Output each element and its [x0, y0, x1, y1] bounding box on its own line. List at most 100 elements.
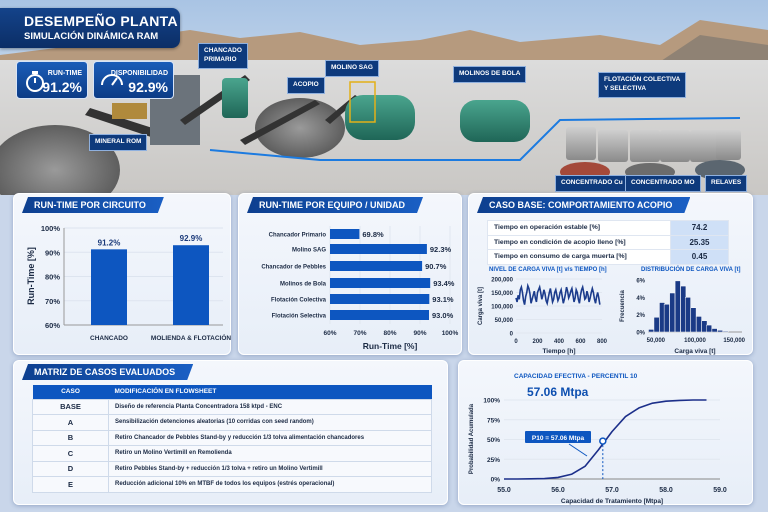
x-tick-label: 600	[575, 339, 586, 345]
label-concentrado-mo: CONCENTRADO MO	[625, 175, 701, 192]
bar-value-label: 93.1%	[432, 295, 454, 304]
y-tick-label: Molino SAG	[292, 248, 326, 254]
annotation-box	[525, 431, 591, 443]
label-acopio: ACOPIO	[287, 77, 325, 94]
x-tick-label: 70%	[353, 330, 366, 337]
x-axis-label: Tiempo [h]	[542, 348, 575, 355]
histogram-bar	[711, 328, 718, 333]
y-axis-label: Run-Time [%]	[26, 247, 36, 305]
y-tick-label: Molinos de Bola	[280, 282, 327, 288]
y-tick-label: 6%	[636, 279, 645, 285]
table-row: B Retiro Chancador de Pebbles Stand-by y …	[32, 429, 432, 446]
y-tick-label: 200,000	[491, 278, 513, 284]
panel-title: RUN-TIME POR CIRCUITO	[22, 197, 164, 213]
label-concentrado-cu: CONCENTRADO Cu	[555, 175, 629, 192]
y-tick-label: 2%	[636, 313, 645, 319]
ball-mill	[460, 100, 530, 142]
cases-matrix-table: CASO MODIFICACIÓN EN FLOWSHEET BASE Diseño…	[32, 385, 432, 493]
y-tick-label: Flotación Selectiva	[272, 314, 327, 320]
table-row: C Retiro un Molino Vertimill en Remoliend…	[32, 445, 432, 462]
case-id: E	[32, 476, 109, 493]
live-load-chart: NIVEL DE CARGA VIVA [t] v/s TIEMPO [h] 0 5…	[478, 265, 746, 355]
y-tick-label: 4%	[636, 296, 645, 302]
title-banner: DESEMPEÑO PLANTA SIMULACIÓN DINÁMICA RAM	[0, 8, 180, 48]
x-tick-label: 80%	[383, 330, 396, 337]
case-id: D	[32, 460, 109, 477]
y-tick-label: Chancador Primario	[269, 233, 327, 239]
case-description: Reducción adicional 10% en MTBF de todos…	[108, 476, 432, 493]
case-description: Retiro un Molino Vertimill en Remolienda	[108, 445, 432, 462]
x-tick-label: 400	[554, 339, 565, 345]
label-chancado-primario: CHANCADO PRIMARIO	[198, 43, 248, 69]
acopio-table: Tiempo en operación estable [%] 74.2 Tiem…	[487, 220, 729, 265]
label-molino-sag: MOLINO SAG	[325, 60, 379, 77]
kpi-value: 91.2%	[42, 79, 82, 95]
headline-value: 57.06 Mtpa	[527, 385, 589, 399]
x-tick-label: 58.0	[659, 487, 673, 494]
y-tick-label: 0%	[636, 331, 645, 337]
p10-marker	[599, 437, 607, 445]
y-tick-label: Chancador de Pebbles	[261, 265, 326, 271]
y-tick-label: 90%	[45, 248, 60, 257]
panel-matriz: MATRIZ DE CASOS EVALUADOS CASO MODIFICACI…	[13, 360, 448, 505]
y-axis-label: Frecuencia	[620, 289, 626, 321]
x-axis-label: Run-Time [%]	[363, 341, 418, 351]
bar-value-label: 92.3%	[430, 245, 452, 254]
y-tick-label: 0	[510, 332, 514, 338]
bar	[91, 249, 127, 325]
kpi-run-time: RUN-TIME 91.2%	[16, 61, 88, 99]
histogram-bar	[669, 292, 676, 333]
y-tick-label: 0%	[491, 477, 501, 484]
table-row: E Reducción adicional 10% en MTBF de todo…	[32, 476, 432, 493]
histogram-bar	[663, 304, 670, 333]
x-tick-label: 100%	[442, 330, 459, 337]
table-row: Tiempo en condición de acopio lleno [%] 2…	[487, 234, 729, 250]
label-relaves: RELAVES	[705, 175, 748, 192]
y-tick-label: Flotación Colectiva	[271, 298, 327, 304]
y-tick-label: 100,000	[491, 305, 513, 311]
primary-crusher	[222, 78, 248, 118]
kpi-label: DISPONIBILIDAD	[110, 70, 168, 77]
x-tick-label: 55.0	[497, 487, 511, 494]
x-tick-label: MOLIENDA & FLOTACIÓN	[151, 333, 231, 342]
panel-title: RUN-TIME POR EQUIPO / UNIDAD	[247, 197, 423, 213]
x-tick-label: 90%	[413, 330, 426, 337]
x-tick-label: 60%	[323, 330, 336, 337]
table-row: Tiempo en operación estable [%] 74.2	[487, 220, 729, 236]
histogram-bar	[696, 316, 702, 333]
x-tick-label: 57.0	[605, 487, 619, 494]
case-id: A	[32, 414, 109, 431]
y-tick-label: 75%	[487, 417, 500, 424]
page-subtitle: SIMULACIÓN DINÁMICA RAM	[24, 31, 159, 42]
stopwatch-icon	[26, 71, 44, 92]
bar	[173, 245, 209, 325]
y-tick-label: 60%	[45, 321, 60, 330]
y-tick-label: 150,000	[491, 291, 513, 297]
y-tick-label: 50,000	[495, 318, 514, 324]
case-description: Sensibilización detenciones aleatorias (…	[108, 414, 432, 431]
label-flotacion: FLOTACIÓN COLECTIVA Y SELECTIVA	[598, 72, 687, 98]
kpi-value: 92.9%	[128, 79, 168, 95]
x-axis-label: Capacidad de Tratamiento [Mtpa]	[561, 498, 663, 505]
panel-capacidad: CAPACIDAD EFECTIVA - PERCENTIL 10 57.06 M…	[458, 360, 753, 505]
case-id: C	[32, 445, 109, 462]
histogram-bar	[690, 307, 697, 333]
bar-value-label: 92.9%	[180, 234, 203, 243]
histogram-bar	[685, 297, 691, 333]
table-row: BASE Diseño de referencia Planta Concentr…	[32, 398, 432, 415]
label-molinos-bola: MOLINOS DE BOLA	[453, 66, 527, 83]
capacity-cdf-chart: CAPACIDAD EFECTIVA - PERCENTIL 10 57.06 M…	[469, 373, 727, 505]
y-tick-label: 25%	[487, 457, 500, 464]
case-description: Retiro Chancador de Pebbles Stand-by y r…	[108, 429, 432, 446]
panel-runtime-circuito: RUN-TIME POR CIRCUITO 60% 70% 80% 90% 100% Ru…	[13, 193, 231, 355]
x-tick-label: 59.0	[713, 487, 727, 494]
panel-title: MATRIZ DE CASOS EVALUADOS	[22, 364, 193, 380]
chart-title: CAPACIDAD EFECTIVA - PERCENTIL 10	[514, 373, 638, 380]
x-tick-label: 0	[514, 339, 518, 345]
x-tick-label: 150,000	[723, 338, 745, 344]
y-tick-label: 80%	[45, 273, 60, 282]
sag-mill	[345, 95, 415, 140]
x-tick-label: 100,000	[684, 338, 706, 344]
case-id: BASE	[32, 398, 109, 415]
bar	[330, 310, 429, 320]
